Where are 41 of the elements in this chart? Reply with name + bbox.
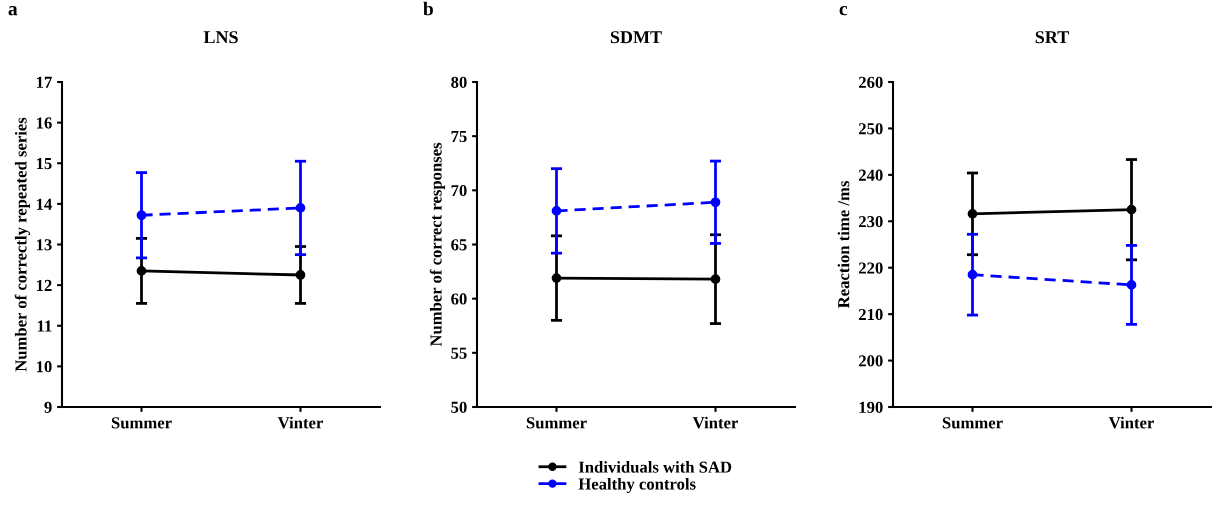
y-axis-title: Number of correctly repeated series	[14, 117, 31, 372]
x-tick-label: Vinter	[692, 416, 738, 429]
y-tick-label: 14	[36, 198, 52, 210]
y-tick-label: 70	[451, 185, 467, 197]
y-tick-label: 190	[859, 401, 883, 413]
legend-label: Healthy controls	[578, 477, 696, 494]
y-tick-label: 17	[36, 76, 52, 88]
legend-label: Individuals with SAD	[578, 461, 732, 473]
y-tick-label: 80	[451, 76, 467, 88]
chart-title: LNS	[203, 31, 238, 44]
y-tick-label: 220	[858, 262, 883, 274]
text: b	[423, 1, 433, 16]
chart-title: SDMT	[610, 31, 662, 44]
y-tick-label: 200	[858, 355, 883, 367]
x-tick-label: Summer	[111, 417, 172, 429]
y-tick-label: 11	[37, 320, 52, 332]
y-tick-label: 260	[858, 76, 883, 88]
y-tick-label: 65	[451, 239, 467, 251]
y-tick-label: 210	[858, 308, 883, 321]
y-tick-label: 9	[44, 401, 52, 413]
chart-title: SRT	[1035, 31, 1069, 44]
y-tick-label: 12	[36, 279, 52, 291]
text: c	[839, 6, 848, 16]
y-tick-label: 250	[858, 123, 883, 135]
y-tick-label: 240	[858, 169, 883, 181]
y-tick-label: 15	[36, 158, 52, 170]
y-tick-label: 55	[451, 347, 467, 359]
x-tick-label: Summer	[526, 417, 587, 429]
y-tick-label: 16	[36, 117, 52, 129]
text: a	[8, 6, 18, 16]
y-tick-label: 50	[451, 401, 467, 413]
x-tick-label: Vinter	[277, 416, 323, 429]
y-tick-label: 60	[451, 293, 467, 305]
x-tick-label: Vinter	[1108, 416, 1154, 429]
y-axis-title: Number of correct responses	[429, 142, 446, 347]
y-axis-title: Reaction time /ms	[837, 181, 850, 309]
y-tick-label: 75	[451, 131, 467, 143]
y-tick-label: 13	[36, 239, 52, 251]
y-tick-label: 230	[858, 215, 883, 228]
y-tick-label: 10	[36, 361, 52, 373]
x-tick-label: Summer	[942, 417, 1003, 429]
